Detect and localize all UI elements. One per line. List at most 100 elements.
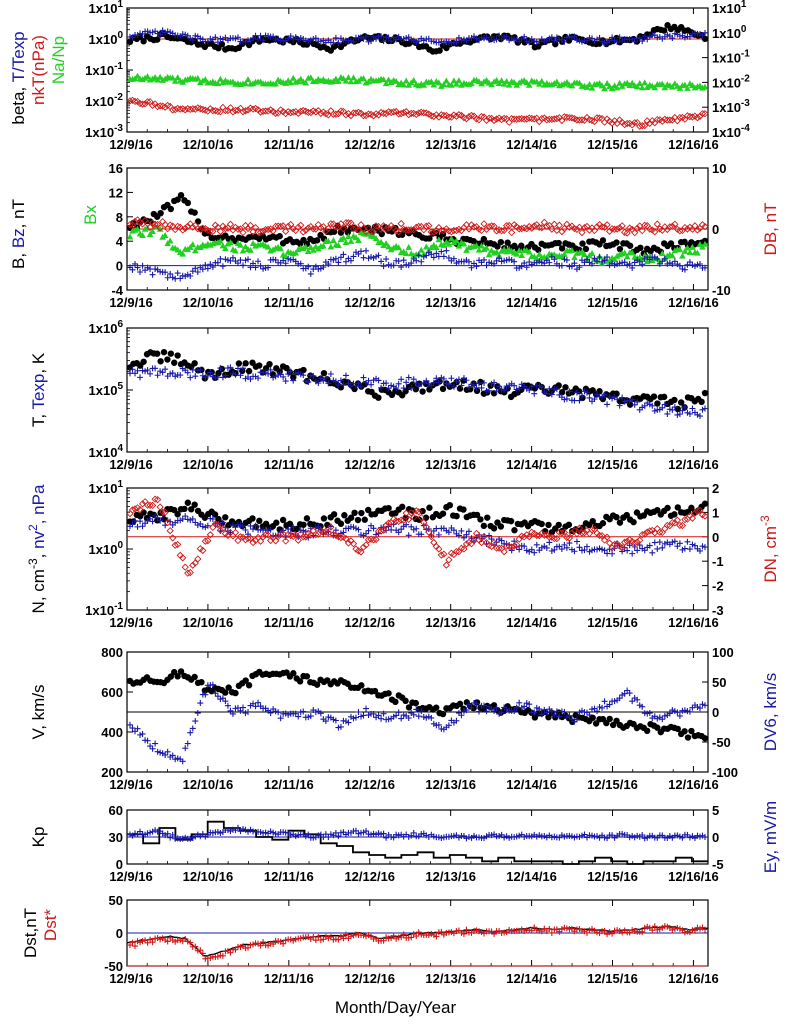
data-point [631,38,638,45]
data-point [651,228,659,236]
data-point [196,105,204,113]
data-point [433,375,440,382]
data-point [211,511,219,518]
data-point [131,217,139,226]
data-point [256,517,263,525]
data-point [157,31,164,38]
data-point [161,220,169,229]
data-point [558,389,566,396]
data-point [565,223,574,231]
data-point [367,227,375,236]
data-point [558,529,566,537]
data-point [246,221,255,230]
data-point [548,708,555,715]
data-point [563,113,571,121]
data-point [382,80,390,87]
data-point [428,78,435,85]
data-point [500,114,508,122]
x-tick-label: 12/10/16 [183,971,234,986]
data-point [505,542,513,550]
data-point [149,745,156,752]
data-point [568,114,576,122]
data-point [684,538,691,545]
data-point [576,264,583,271]
data-point [681,515,689,524]
data-point [309,246,317,253]
data-point [284,222,292,231]
data-point [678,521,687,530]
data-point [187,939,194,946]
data-point [300,372,307,379]
data-point [701,83,709,90]
data-point [504,239,511,246]
data-point [259,533,267,541]
x-tick-label: 12/10/16 [183,137,234,152]
data-point [156,223,164,232]
data-point [332,378,339,385]
data-point [579,240,586,247]
data-point [276,232,283,240]
data-point [247,264,254,271]
data-point [503,33,510,40]
data-point [649,402,656,409]
data-point [360,374,367,381]
data-point [174,270,181,277]
data-point [322,718,329,725]
data-point [691,222,699,230]
data-point [439,710,447,718]
right-tick-label: 1x10-2 [712,73,750,90]
data-point [239,247,247,254]
data-point [322,374,329,381]
data-point [337,520,345,527]
series-blue-plus [127,681,708,765]
data-point [536,706,543,713]
data-point [666,710,673,717]
data-point [450,77,458,84]
data-point [174,540,182,549]
data-point [181,563,189,571]
x-tick-label: 12/12/16 [344,777,395,792]
data-point [473,384,480,391]
data-point [132,517,139,524]
data-point [369,228,378,236]
data-point [332,110,340,118]
x-tick-label: 12/9/16 [109,777,152,792]
data-point [676,540,683,547]
data-point [646,710,653,717]
data-point [287,220,295,229]
data-point [538,520,545,528]
data-point [686,248,694,255]
data-point [468,80,475,87]
data-point [601,85,608,92]
data-point [460,930,467,937]
data-point [157,358,164,365]
data-point [313,237,321,244]
data-point [358,248,365,255]
data-point [596,388,603,395]
data-point [226,220,235,228]
data-point [149,75,156,82]
data-point [177,191,185,199]
data-point [412,699,419,707]
x-tick-label: 12/16/16 [668,295,719,310]
data-point [483,262,490,269]
x-tick-label: 12/14/16 [506,777,557,792]
data-point [194,268,201,275]
data-point [521,260,528,267]
data-point [364,536,373,544]
data-point [219,524,227,533]
data-point [242,360,249,367]
x-tick-label: 12/16/16 [668,615,719,630]
x-tick-label: 12/15/16 [587,295,638,310]
data-point [476,380,483,387]
data-point [543,390,550,397]
data-point [681,247,689,254]
data-point [250,526,257,533]
data-point [491,707,498,714]
data-point [679,407,686,414]
data-point [280,940,287,947]
data-point [601,698,608,705]
x-tick-label: 12/15/16 [587,457,638,472]
data-point [395,380,402,387]
data-point [568,263,575,270]
